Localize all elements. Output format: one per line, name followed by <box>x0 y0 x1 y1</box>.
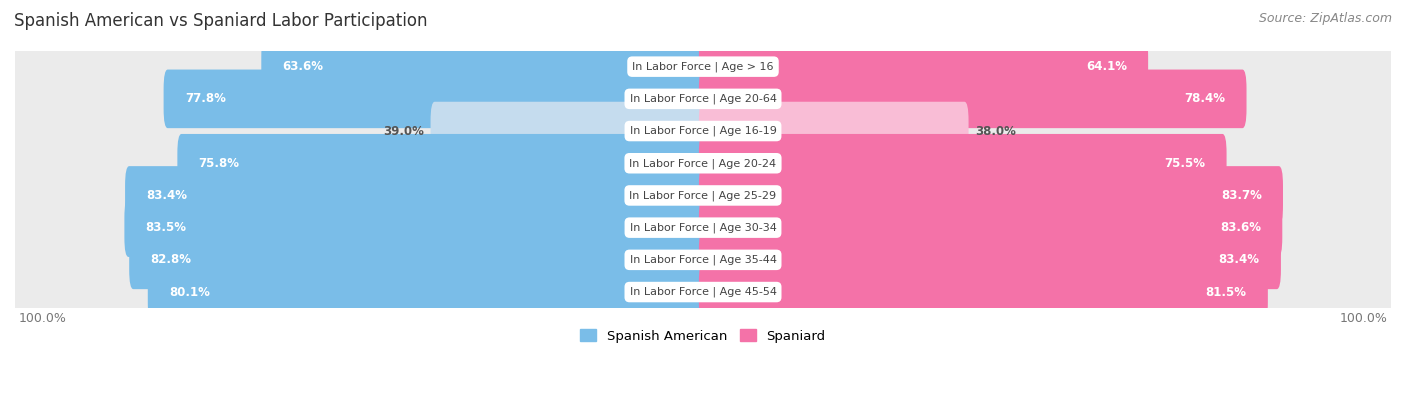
Text: 75.8%: 75.8% <box>198 157 239 170</box>
Text: 83.7%: 83.7% <box>1220 189 1261 202</box>
Text: In Labor Force | Age 16-19: In Labor Force | Age 16-19 <box>630 126 776 136</box>
Text: 81.5%: 81.5% <box>1205 286 1247 299</box>
FancyBboxPatch shape <box>124 198 707 257</box>
Text: In Labor Force | Age 20-64: In Labor Force | Age 20-64 <box>630 94 776 104</box>
FancyBboxPatch shape <box>13 254 1393 330</box>
Text: In Labor Force | Age 30-34: In Labor Force | Age 30-34 <box>630 222 776 233</box>
Text: In Labor Force | Age 25-29: In Labor Force | Age 25-29 <box>630 190 776 201</box>
FancyBboxPatch shape <box>699 231 1281 289</box>
Text: In Labor Force | Age 45-54: In Labor Force | Age 45-54 <box>630 287 776 297</box>
FancyBboxPatch shape <box>699 166 1284 225</box>
Legend: Spanish American, Spaniard: Spanish American, Spaniard <box>575 324 831 348</box>
FancyBboxPatch shape <box>699 38 1149 96</box>
Text: In Labor Force | Age > 16: In Labor Force | Age > 16 <box>633 61 773 72</box>
FancyBboxPatch shape <box>148 263 707 322</box>
FancyBboxPatch shape <box>13 222 1393 298</box>
Text: 83.4%: 83.4% <box>146 189 187 202</box>
FancyBboxPatch shape <box>13 93 1393 169</box>
FancyBboxPatch shape <box>699 134 1226 192</box>
Text: 63.6%: 63.6% <box>283 60 323 73</box>
FancyBboxPatch shape <box>13 60 1393 137</box>
FancyBboxPatch shape <box>13 189 1393 266</box>
FancyBboxPatch shape <box>13 28 1393 105</box>
FancyBboxPatch shape <box>699 70 1247 128</box>
Text: 39.0%: 39.0% <box>384 124 425 137</box>
FancyBboxPatch shape <box>129 231 707 289</box>
FancyBboxPatch shape <box>699 102 969 160</box>
FancyBboxPatch shape <box>163 70 707 128</box>
FancyBboxPatch shape <box>177 134 707 192</box>
Text: In Labor Force | Age 20-24: In Labor Force | Age 20-24 <box>630 158 776 169</box>
Text: 83.6%: 83.6% <box>1220 221 1261 234</box>
Text: 75.5%: 75.5% <box>1164 157 1205 170</box>
Text: 77.8%: 77.8% <box>186 92 226 105</box>
Text: 82.8%: 82.8% <box>150 253 191 266</box>
Text: 83.5%: 83.5% <box>146 221 187 234</box>
FancyBboxPatch shape <box>13 125 1393 201</box>
Text: 100.0%: 100.0% <box>18 312 66 325</box>
FancyBboxPatch shape <box>262 38 707 96</box>
Text: 83.4%: 83.4% <box>1219 253 1260 266</box>
Text: In Labor Force | Age 35-44: In Labor Force | Age 35-44 <box>630 255 776 265</box>
FancyBboxPatch shape <box>430 102 707 160</box>
FancyBboxPatch shape <box>125 166 707 225</box>
FancyBboxPatch shape <box>699 263 1268 322</box>
Text: Spanish American vs Spaniard Labor Participation: Spanish American vs Spaniard Labor Parti… <box>14 12 427 30</box>
Text: Source: ZipAtlas.com: Source: ZipAtlas.com <box>1258 12 1392 25</box>
Text: 80.1%: 80.1% <box>169 286 209 299</box>
Text: 38.0%: 38.0% <box>974 124 1015 137</box>
FancyBboxPatch shape <box>699 198 1282 257</box>
FancyBboxPatch shape <box>13 157 1393 234</box>
Text: 64.1%: 64.1% <box>1085 60 1126 73</box>
Text: 78.4%: 78.4% <box>1184 92 1225 105</box>
Text: 100.0%: 100.0% <box>1340 312 1388 325</box>
